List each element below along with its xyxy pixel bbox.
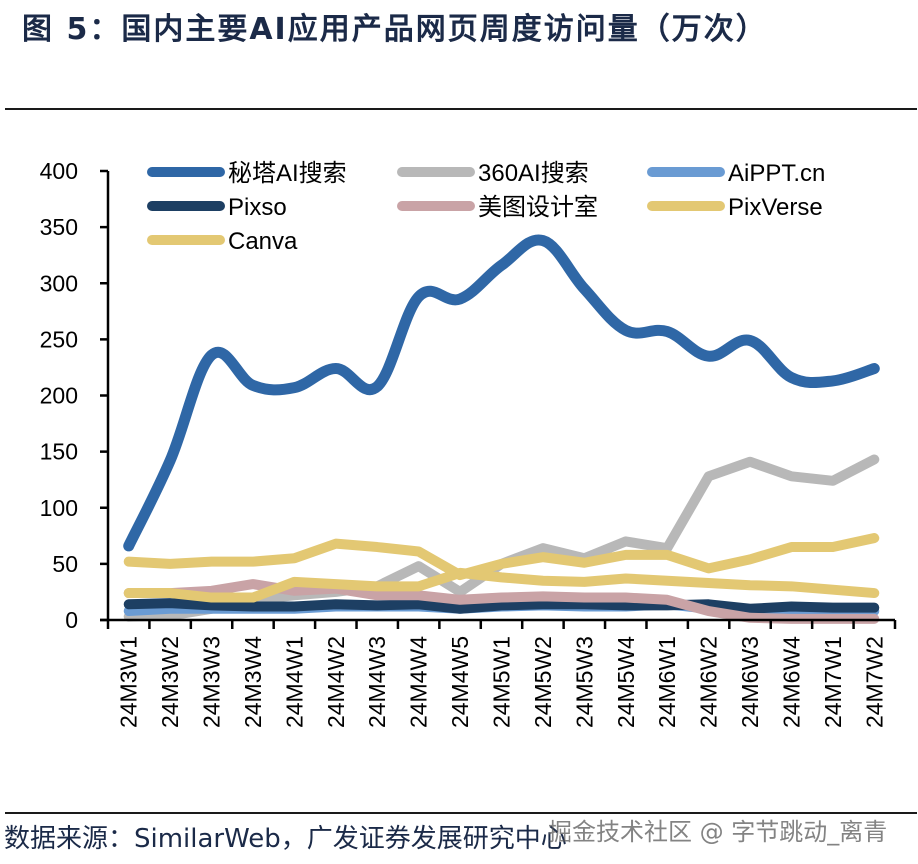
x-tick-label: 24M4W1 bbox=[281, 636, 307, 728]
x-tick-label: 24M4W5 bbox=[447, 636, 473, 728]
legend-label: Canva bbox=[228, 228, 298, 255]
x-tick-label: 24M4W2 bbox=[323, 636, 349, 728]
y-tick-label: 400 bbox=[40, 158, 78, 184]
series-line-5 bbox=[123, 533, 880, 581]
legend-label: AiPPT.cn bbox=[728, 160, 825, 187]
y-tick-label: 300 bbox=[40, 270, 78, 296]
axes: 0 50 100 150 200 250 300 350 400 24M3W1 24M3W2 24M3… bbox=[40, 158, 897, 728]
x-tick-label: 24M6W2 bbox=[696, 636, 722, 728]
legend-label: 美图设计室 bbox=[478, 194, 598, 221]
series-line-3 bbox=[123, 598, 880, 614]
x-tick-label: 24M5W4 bbox=[613, 636, 639, 728]
y-tick-label: 350 bbox=[40, 214, 78, 240]
x-tick-label: 24M5W2 bbox=[530, 636, 556, 728]
legend: 秘塔AI搜索 360AI搜索 AiPPT.cn Pixso 美图设计室 PixVerse C… bbox=[147, 160, 825, 255]
series-line-4 bbox=[123, 579, 880, 624]
watermark: 掘金技术社区 @ 字节跳动_离青 bbox=[548, 818, 888, 846]
y-tick-label: 50 bbox=[52, 551, 78, 577]
legend-label: Pixso bbox=[228, 194, 287, 221]
y-tick-label: 150 bbox=[40, 439, 78, 465]
x-tick-label: 24M7W1 bbox=[820, 636, 846, 728]
x-tick-label: 24M3W4 bbox=[240, 636, 266, 728]
series-line-0 bbox=[123, 234, 880, 552]
source-note: 数据来源：SimilarWeb，广发证券发展研究中心 bbox=[4, 824, 567, 854]
top-divider bbox=[5, 108, 917, 110]
legend-label: 360AI搜索 bbox=[478, 160, 589, 187]
x-tick-label: 24M3W1 bbox=[116, 636, 142, 728]
x-tick-label: 24M5W1 bbox=[489, 636, 515, 728]
y-tick-label: 0 bbox=[65, 607, 78, 633]
legend-label: PixVerse bbox=[728, 194, 823, 221]
x-tick-label: 24M4W4 bbox=[406, 636, 432, 728]
series-line-6 bbox=[123, 567, 880, 603]
line-chart: 0 50 100 150 200 250 300 350 400 24M3W1 24M3W2 24M3… bbox=[40, 158, 897, 728]
x-tick-label: 24M6W3 bbox=[737, 636, 763, 728]
x-tick-label: 24M7W2 bbox=[861, 636, 887, 728]
y-tick-label: 250 bbox=[40, 326, 78, 352]
legend-label: 秘塔AI搜索 bbox=[228, 160, 347, 187]
series-lines bbox=[123, 234, 880, 624]
y-tick-label: 200 bbox=[40, 383, 78, 409]
x-tick-label: 24M6W4 bbox=[778, 636, 804, 728]
y-tick-label: 100 bbox=[40, 495, 78, 521]
x-tick-label: 24M5W3 bbox=[571, 636, 597, 728]
x-tick-label: 24M4W3 bbox=[364, 636, 390, 728]
x-tick-label: 24M3W2 bbox=[157, 636, 183, 728]
bottom-divider bbox=[5, 812, 917, 814]
figure-title: 图 5：国内主要AI应用产品网页周度访问量（万次） bbox=[22, 12, 768, 47]
x-tick-label: 24M6W1 bbox=[654, 636, 680, 728]
x-tick-label: 24M3W3 bbox=[199, 636, 225, 728]
